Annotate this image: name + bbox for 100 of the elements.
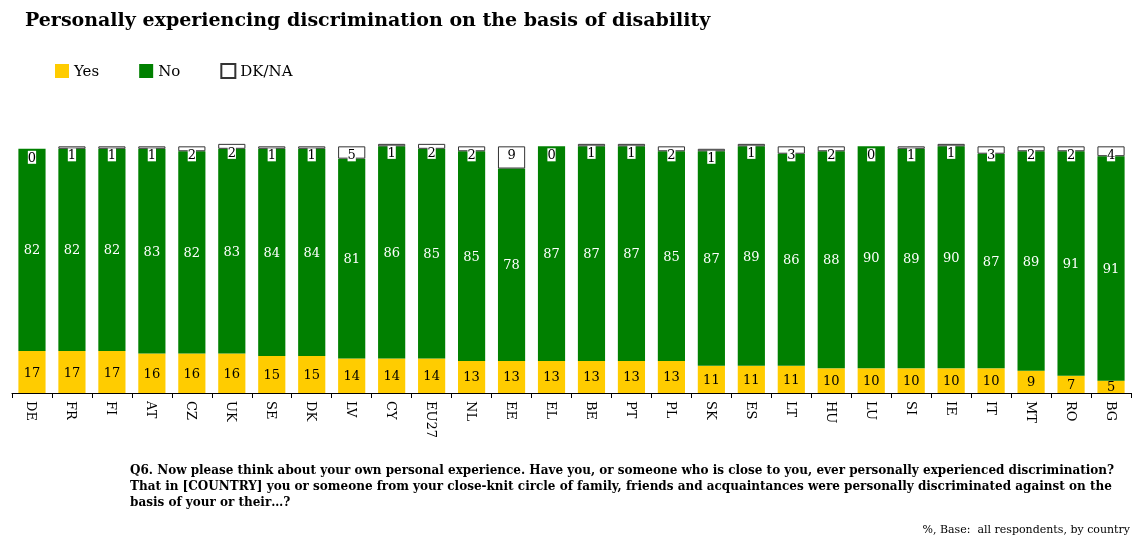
- bar: [697, 151, 725, 366]
- data-label: 11: [703, 371, 720, 387]
- data-label: 10: [862, 373, 880, 389]
- bar: [897, 148, 925, 369]
- data-label: 87: [982, 253, 1000, 269]
- data-label: 3: [787, 147, 796, 163]
- data-label: 3: [986, 147, 996, 163]
- data-label: 1: [627, 144, 636, 160]
- data-label: 87: [623, 246, 640, 262]
- legend-label: Yes: [73, 62, 100, 80]
- x-tick-label: DE: [24, 401, 40, 421]
- bar: [657, 151, 685, 361]
- data-label: 87: [543, 246, 560, 262]
- x-tick-label: EE: [504, 401, 520, 420]
- data-label: 83: [143, 243, 161, 259]
- data-label: 4: [1106, 147, 1116, 163]
- data-label: 17: [23, 364, 41, 380]
- data-label: 0: [27, 149, 37, 165]
- data-label: 17: [63, 364, 81, 380]
- data-label: 83: [223, 243, 241, 259]
- x-tick-label: CZ: [184, 401, 200, 420]
- text: %, Base: all respondents, by country: [922, 523, 1131, 536]
- x-tick-label: CY: [384, 401, 400, 420]
- data-label: 13: [663, 369, 680, 385]
- data-label: 13: [623, 369, 640, 385]
- bar: [817, 151, 845, 369]
- bar: [577, 146, 606, 361]
- data-label: 90: [942, 249, 960, 265]
- data-label: 1: [387, 144, 396, 160]
- data-label: 1: [947, 144, 956, 160]
- x-tick-label: EL: [544, 401, 560, 420]
- bar: [617, 360, 646, 393]
- data-label: 16: [143, 365, 161, 381]
- bar: [857, 146, 885, 369]
- data-label: 2: [227, 144, 236, 160]
- data-label: 7: [1066, 376, 1076, 392]
- x-tick-label: HU: [823, 401, 839, 424]
- bar: [1057, 151, 1085, 376]
- text: Q6. Now please think about your own personal experience. Have you, or someone who is close to you, ever personally experienced discrimination? That in [COUNTRY] you or someone from your close-knit circle of family, friends and acquaintances were personally discriminated against on the basis of your or their…?: [130, 463, 1119, 509]
- bar: [218, 148, 246, 354]
- bar: [657, 360, 685, 393]
- bar: [497, 168, 526, 361]
- bar: [58, 148, 86, 352]
- data-label: 2: [187, 147, 196, 163]
- data-label: 86: [383, 244, 400, 260]
- data-label: 90: [862, 249, 880, 265]
- data-label: 82: [63, 242, 81, 258]
- bar: [378, 146, 406, 359]
- bar: [737, 146, 765, 366]
- data-label: 87: [703, 251, 720, 267]
- legend-label: DK/NA: [240, 62, 293, 80]
- data-label: 85: [463, 248, 480, 264]
- data-label: 15: [303, 367, 321, 382]
- bar: [178, 151, 206, 354]
- bar: [98, 148, 126, 352]
- x-tick-label: LU: [863, 401, 879, 420]
- x-tick-label: FR: [64, 401, 80, 422]
- x-tick-label: RO: [1063, 401, 1079, 422]
- data-label: 0: [867, 147, 876, 163]
- bar: [338, 158, 366, 359]
- bar: [497, 360, 526, 393]
- x-tick-label: NL: [464, 401, 480, 422]
- data-label: 85: [423, 246, 440, 262]
- bar: [298, 356, 326, 393]
- x-tick-label: IE: [943, 401, 959, 416]
- data-label: 1: [307, 147, 316, 163]
- x-tick-label: LT: [783, 401, 799, 418]
- bar: [418, 148, 446, 359]
- data-label: 2: [467, 147, 476, 163]
- data-label: 13: [543, 369, 560, 385]
- data-label: 1: [587, 144, 596, 160]
- data-label: 0: [547, 147, 556, 163]
- x-tick-label: UK: [224, 401, 240, 422]
- data-label: 82: [183, 244, 201, 260]
- data-label: 2: [1066, 147, 1076, 163]
- x-tick-label: DK: [304, 401, 320, 422]
- data-label: 1: [67, 147, 77, 163]
- data-label: 5: [347, 147, 356, 163]
- bar: [697, 365, 725, 393]
- x-tick-label: PL: [663, 401, 679, 419]
- bar: [537, 146, 566, 361]
- data-label: 78: [503, 257, 520, 273]
- data-label: 2: [827, 147, 836, 163]
- data-label: 17: [103, 364, 121, 380]
- chart-title: Personally experiencing discrimination on the basis of disability: [25, 7, 712, 30]
- data-label: 84: [303, 244, 321, 260]
- bar: [218, 353, 246, 393]
- data-label: 88: [822, 252, 840, 268]
- x-tick-label: SE: [264, 401, 280, 420]
- data-label: 1: [747, 144, 756, 160]
- data-label: 82: [23, 242, 41, 258]
- x-tick-label: FI: [104, 401, 120, 416]
- bar: [138, 148, 166, 354]
- legend-label: No: [158, 62, 181, 80]
- data-label: 89: [902, 251, 920, 267]
- x-tick-label: BE: [583, 401, 599, 421]
- data-label: 13: [463, 369, 480, 385]
- bar: [1017, 151, 1045, 371]
- data-label: 1: [907, 147, 916, 163]
- bar: [737, 365, 765, 393]
